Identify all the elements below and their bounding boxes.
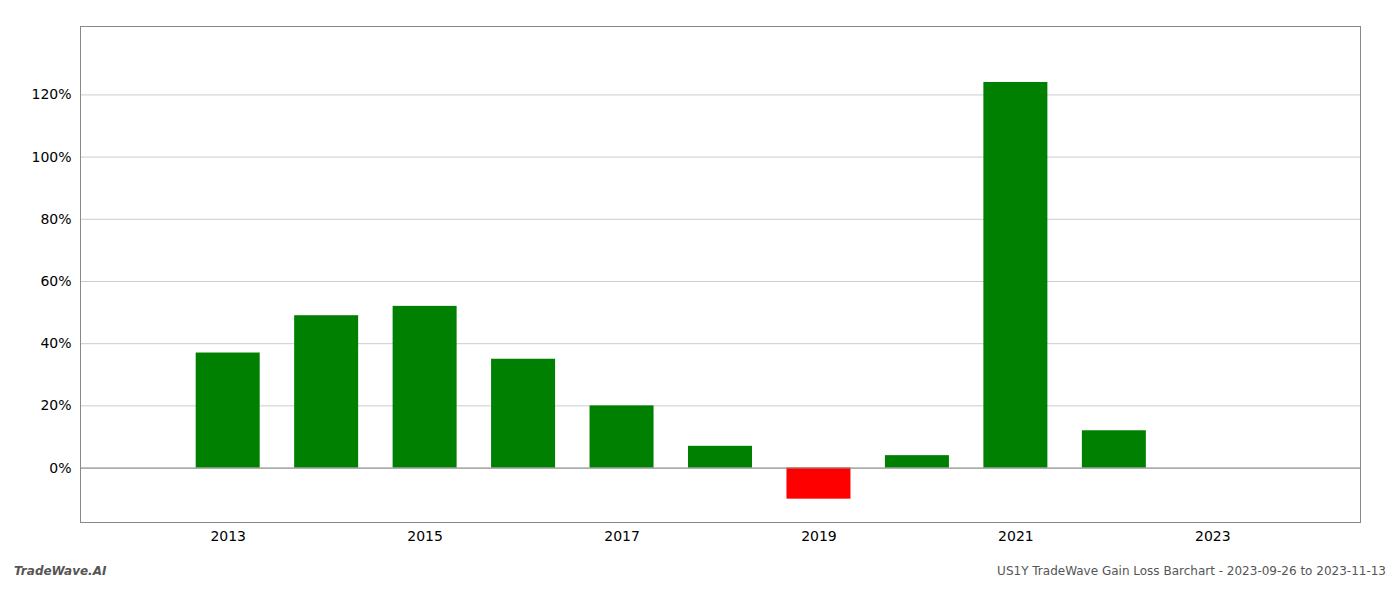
svg-text:0%: 0%: [49, 460, 71, 476]
svg-text:80%: 80%: [40, 211, 71, 227]
html-text:US1Y TradeWave Gain Loss Barch: US1Y TradeWave Gain Loss Barchart - 2023…: [997, 564, 1386, 578]
html-text:TradeWave.AI: TradeWave.AI: [14, 564, 107, 578]
svg-text:2017: 2017: [604, 528, 640, 544]
svg-text:2015: 2015: [407, 528, 443, 544]
svg-text:2023: 2023: [1195, 528, 1231, 544]
svg-text:2019: 2019: [801, 528, 837, 544]
svg-text:60%: 60%: [40, 273, 71, 289]
svg-text:20%: 20%: [40, 397, 71, 413]
svg-text:120%: 120%: [31, 86, 71, 102]
svg-text:40%: 40%: [40, 335, 71, 351]
svg-text:2021: 2021: [998, 528, 1034, 544]
svg-text:2013: 2013: [210, 528, 246, 544]
svg-text:100%: 100%: [31, 149, 71, 165]
